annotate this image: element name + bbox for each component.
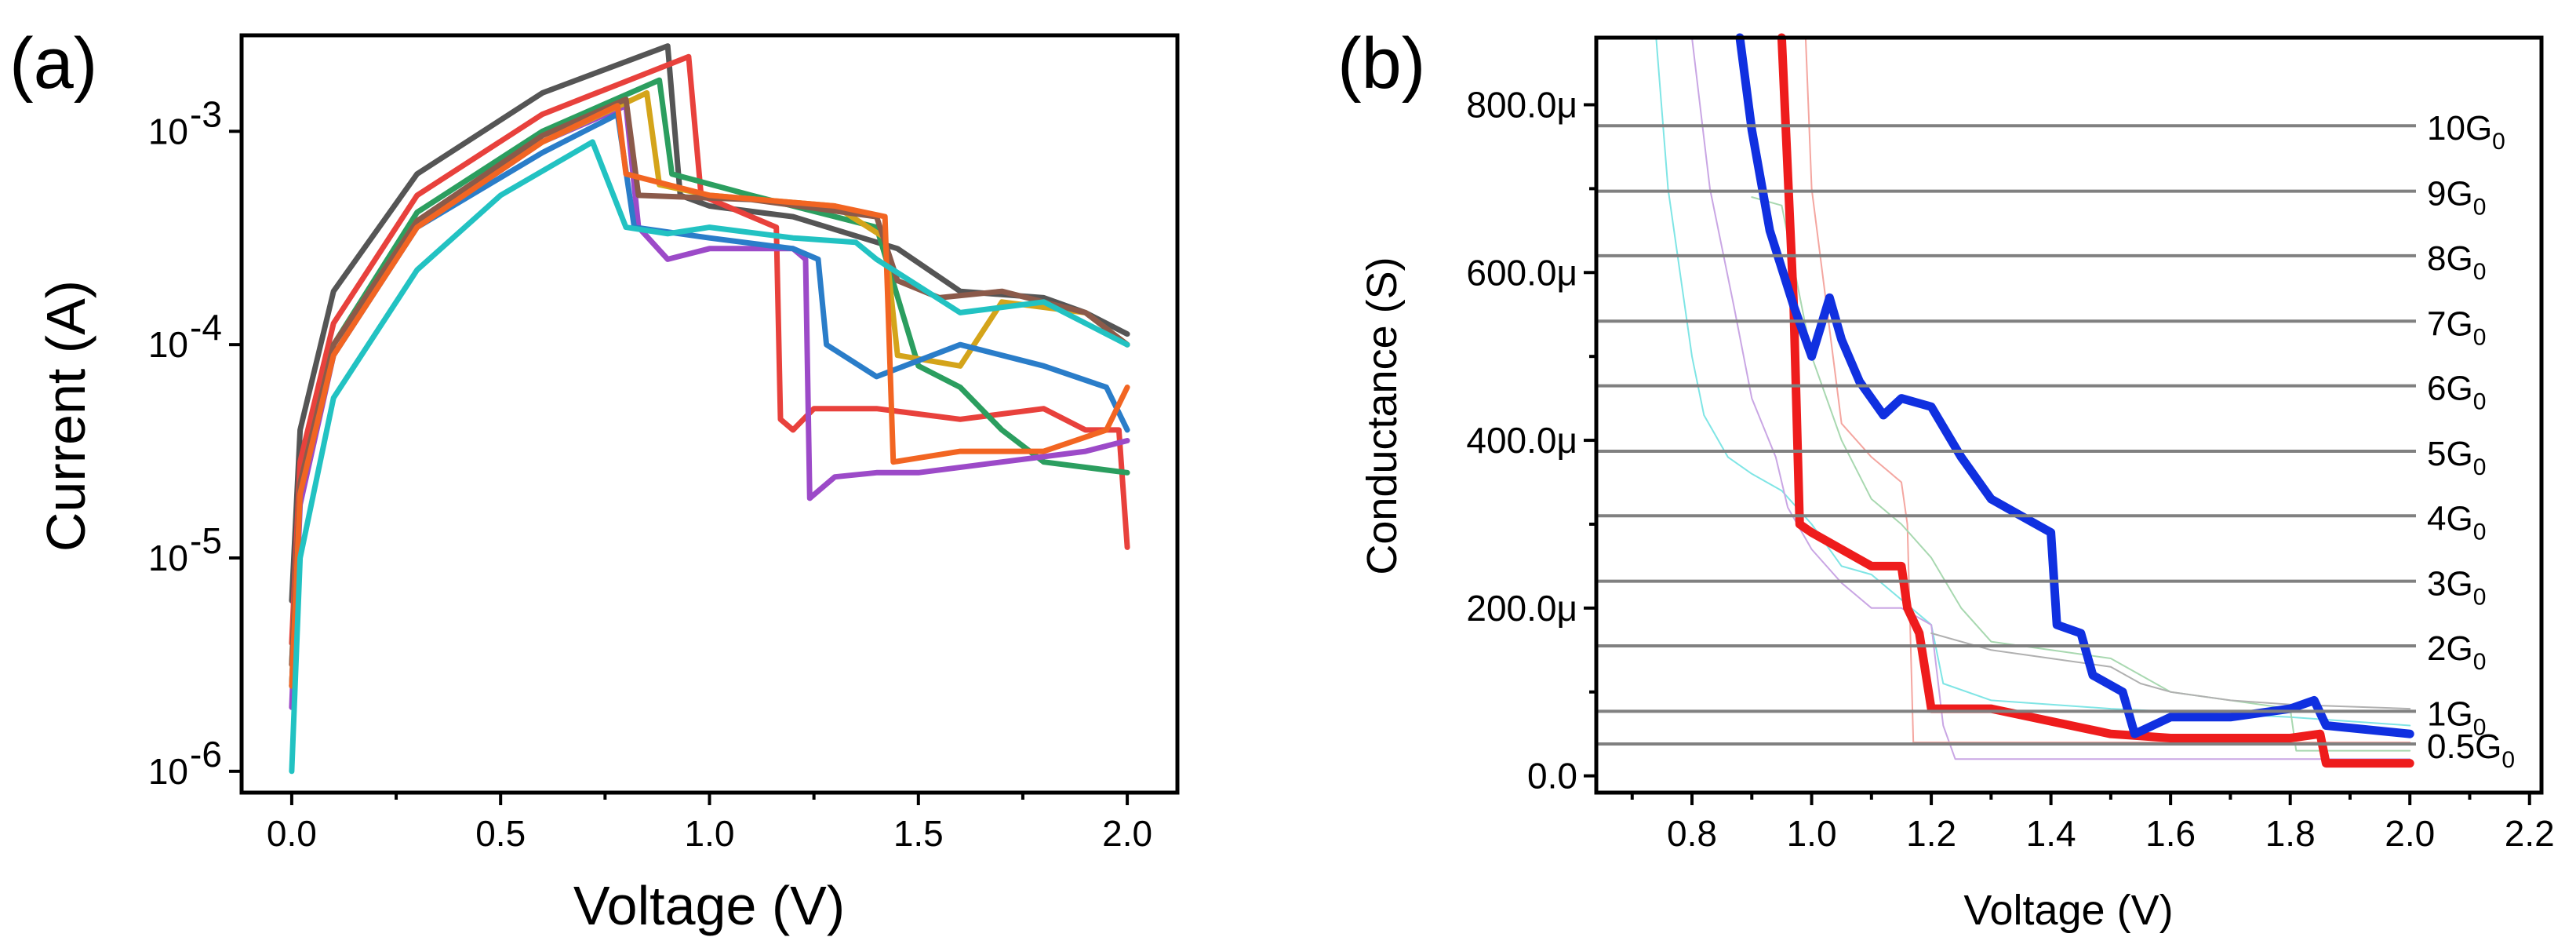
panel-a-y-tick-exponent: -3 (190, 93, 222, 134)
panel-a-series-line-7 (289, 97, 1130, 668)
panel-a: (a) 0.0 0.5 1.0 1.5 2.0 10-610-510-410-3 Vol… (9, 24, 1180, 936)
panel-a-x-ticks: 0.0 0.5 1.0 1.5 2.0 (267, 793, 1152, 854)
panel-b-series-line-6 (1777, 33, 2414, 768)
panel-b-label: (b) (1337, 24, 1425, 104)
panel-b-x-ticks: 0.8 1.0 1.2 1.4 1.6 1.8 2.0 2.2 (1630, 793, 2555, 854)
panel-a-series-line-8 (289, 103, 1130, 689)
panel-b-g0-label: 0.5G0 (2427, 727, 2515, 773)
panel-a-y-tick-label: 10 (148, 538, 188, 578)
panel-a-y-tick-exponent: -5 (190, 520, 222, 561)
panel-a-x-tick-label: 0.5 (475, 813, 526, 854)
panel-a-series (289, 43, 1130, 775)
panel-b-y-tick-label: 400.0μ (1466, 420, 1577, 461)
panel-b-plot-frame (1594, 35, 2544, 795)
panel-b-x-tick-label: 2.0 (2385, 813, 2435, 854)
panel-b-y-tick-label: 800.0μ (1466, 85, 1577, 126)
panel-a-x-tick-label: 1.5 (893, 813, 944, 854)
panel-b-series-line-5 (1930, 632, 2411, 710)
panel-b-x-tick-label: 1.8 (2265, 813, 2316, 854)
panel-a-x-axis-label: Voltage (V) (573, 875, 845, 936)
panel-b-y-ticks: 0.0 200.0μ 400.0μ 600.0μ 800.0μ (1466, 85, 1596, 797)
panel-a-y-tick-label: 10 (148, 111, 188, 151)
panel-a-series-line-2 (289, 53, 1130, 647)
panel-b-x-tick-label: 2.2 (2505, 813, 2555, 854)
panel-a-x-tick-label: 0.0 (267, 813, 317, 854)
panel-b-x-tick-label: 1.4 (2026, 813, 2076, 854)
panel-b-x-axis-label: Voltage (V) (1963, 887, 2173, 934)
panel-a-y-axis-label: Current (A) (35, 280, 96, 552)
panel-b: (b) 10G09G08G07G06G05G04G03G02G01G00.5G0… (1337, 24, 2555, 934)
panel-b-y-tick-label: 0.0 (1527, 756, 1577, 797)
panel-b-x-tick-label: 0.8 (1667, 813, 1717, 854)
panel-a-y-tick-exponent: -4 (190, 307, 222, 348)
panel-b-x-tick-label: 1.6 (2145, 813, 2196, 854)
panel-b-y-tick-label: 600.0μ (1466, 252, 1577, 293)
panel-b-y-axis-label: Conductance (S) (1359, 257, 1406, 574)
panel-a-x-tick-label: 2.0 (1102, 813, 1152, 854)
panel-a-label: (a) (9, 24, 97, 104)
panel-a-x-tick-label: 1.0 (685, 813, 735, 854)
panel-a-y-tick-label: 10 (148, 751, 188, 792)
panel-b-x-tick-label: 1.0 (1787, 813, 1837, 854)
panel-b-series-line-2 (1691, 37, 2411, 760)
panel-a-y-tick-label: 10 (148, 324, 188, 365)
panel-b-y-tick-label: 200.0μ (1466, 588, 1577, 629)
panel-b-series-line-7 (1735, 33, 2414, 738)
panel-a-y-tick-exponent: -6 (190, 734, 222, 775)
panel-b-x-tick-label: 1.2 (1906, 813, 1956, 854)
panel-a-series-line-9 (289, 139, 1130, 775)
panel-a-y-ticks: 10-610-510-410-3 (148, 93, 242, 792)
